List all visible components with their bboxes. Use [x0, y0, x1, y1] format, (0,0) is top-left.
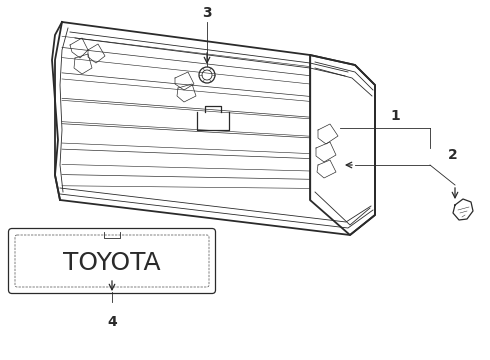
Text: 1: 1 [390, 109, 400, 123]
Text: 2: 2 [448, 148, 458, 162]
Text: 3: 3 [202, 6, 212, 20]
Text: 4: 4 [107, 315, 117, 329]
Text: TOYOTA: TOYOTA [63, 251, 161, 275]
